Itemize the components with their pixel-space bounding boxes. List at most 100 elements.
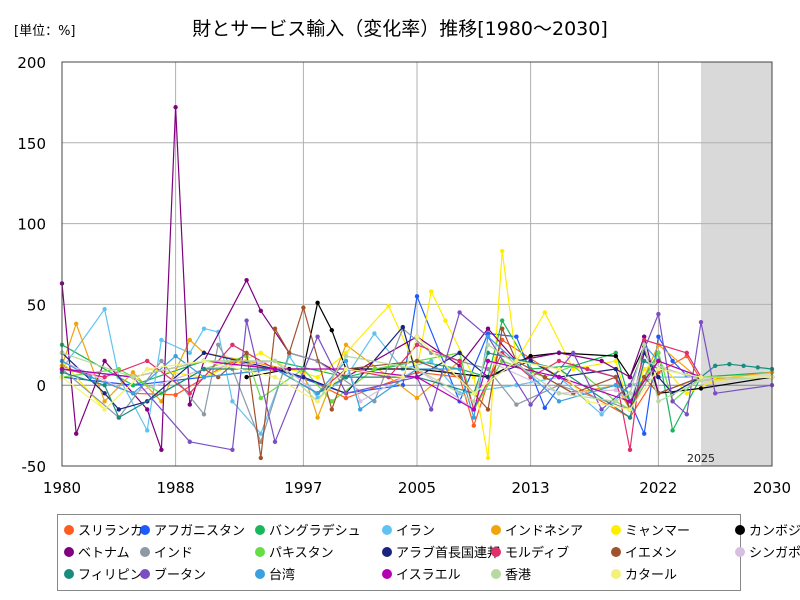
data-point <box>272 358 278 364</box>
data-point <box>145 407 150 412</box>
data-point <box>102 407 107 412</box>
data-point <box>656 358 661 364</box>
data-point <box>684 412 689 417</box>
data-point <box>315 300 320 305</box>
legend-label: ベトナム <box>78 546 130 561</box>
data-point <box>315 374 320 380</box>
legend-label: シンガポール <box>749 546 800 561</box>
series-19 <box>59 342 775 404</box>
legend-item: ベトナム <box>64 542 130 561</box>
data-point <box>613 383 618 388</box>
data-point <box>258 431 263 436</box>
legend-marker <box>64 568 74 579</box>
data-point <box>457 310 462 315</box>
data-point <box>400 374 405 380</box>
data-point <box>556 391 562 396</box>
data-point <box>642 366 647 372</box>
series-20 <box>59 334 775 412</box>
data-point <box>201 326 207 331</box>
data-point <box>585 366 590 372</box>
data-point <box>642 431 647 436</box>
data-point <box>571 350 576 356</box>
data-point <box>627 407 633 412</box>
data-point <box>400 324 405 330</box>
data-point <box>130 370 136 375</box>
data-point <box>272 326 278 331</box>
data-point <box>414 366 420 372</box>
data-point <box>386 303 391 309</box>
data-point <box>187 439 192 444</box>
legend-item: ブータン <box>140 564 206 583</box>
data-point <box>485 342 491 347</box>
data-point <box>500 337 505 343</box>
x-tick-label: 1980 <box>43 479 81 497</box>
data-point <box>443 318 448 323</box>
data-point <box>556 374 562 380</box>
legend-label: 台湾 <box>269 568 296 583</box>
legend-item: 香港 <box>491 564 531 583</box>
data-point <box>258 395 263 401</box>
data-point <box>613 399 618 404</box>
data-point <box>429 358 434 364</box>
legend-label: バングラデシュ <box>269 524 361 539</box>
data-point <box>414 374 420 380</box>
data-point <box>102 383 107 388</box>
data-point <box>471 407 476 412</box>
legend-item: フィリピン <box>64 564 143 583</box>
data-point <box>414 358 420 364</box>
data-point <box>429 289 434 294</box>
y-tick-label: -50 <box>22 458 47 476</box>
data-point <box>343 350 349 356</box>
data-point <box>457 366 462 372</box>
data-point <box>485 350 491 356</box>
data-point <box>514 358 519 364</box>
data-point <box>514 334 519 339</box>
data-point <box>698 374 704 380</box>
data-point <box>414 294 420 299</box>
data-point <box>613 350 618 356</box>
legend-marker <box>140 546 150 557</box>
data-point <box>343 353 349 359</box>
legend-marker <box>255 568 265 579</box>
chart-title: 財とサービス輸入（変化率）推移[1980～2030] <box>192 18 608 40</box>
data-point <box>329 407 334 412</box>
data-point <box>485 334 491 339</box>
legend-marker <box>491 524 501 535</box>
data-point <box>343 358 349 364</box>
data-point <box>485 358 491 364</box>
data-point <box>315 334 320 339</box>
data-point <box>485 326 491 331</box>
data-point <box>627 391 633 396</box>
legend-marker <box>735 546 745 557</box>
data-point <box>372 366 377 372</box>
legend-marker <box>64 546 74 557</box>
legend-item: パキスタン <box>255 542 334 561</box>
data-point <box>528 353 533 359</box>
data-point <box>571 366 576 372</box>
legend-marker <box>611 568 621 579</box>
legend-marker <box>611 524 621 535</box>
data-point <box>656 334 661 339</box>
data-point <box>88 374 93 380</box>
data-point <box>471 415 476 420</box>
data-point <box>485 331 491 336</box>
legend-item: インド <box>140 542 193 561</box>
data-point <box>287 350 292 356</box>
data-point <box>613 374 618 380</box>
legend-label: ミャンマー <box>625 524 691 539</box>
data-point <box>599 358 604 364</box>
x-tick-label: 2013 <box>512 479 550 497</box>
legend-marker <box>255 524 265 535</box>
data-point <box>556 358 562 364</box>
data-point <box>713 391 718 396</box>
data-point <box>159 358 164 364</box>
data-point <box>102 391 107 396</box>
data-point <box>613 366 618 372</box>
data-point <box>670 428 675 433</box>
data-point <box>656 311 661 317</box>
legend-item: カンボジア <box>735 520 800 539</box>
data-point <box>755 365 760 370</box>
data-point <box>315 391 320 396</box>
legend-marker <box>491 546 501 557</box>
